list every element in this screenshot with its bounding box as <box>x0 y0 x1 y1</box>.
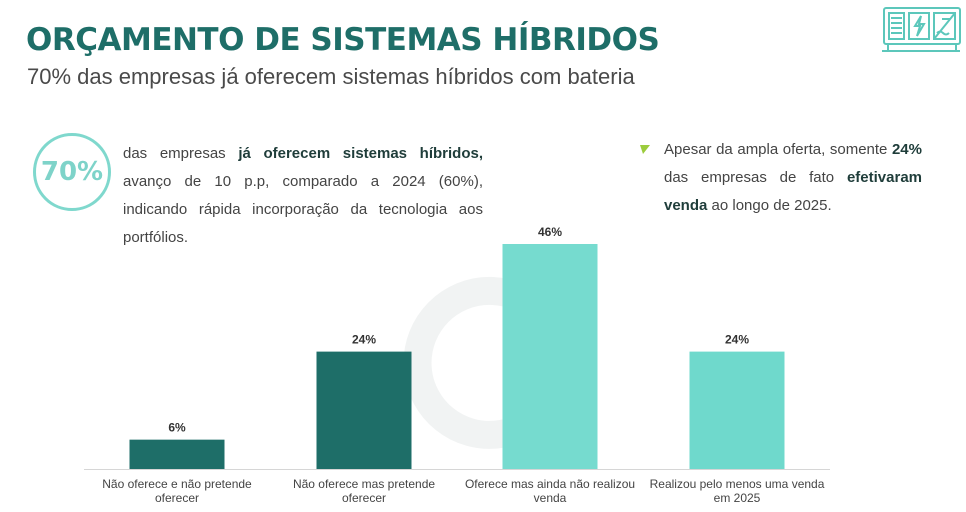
bar-1 <box>129 439 225 469</box>
data-label-2: 24% <box>352 333 376 347</box>
page-subtitle: 70% das empresas já oferecem sistemas hí… <box>27 64 635 89</box>
hybrid-system-icon <box>882 7 961 52</box>
category-label-2: Não oferece mas pretende oferecer <box>292 477 436 505</box>
bar-3 <box>502 244 598 469</box>
data-label-4: 24% <box>725 333 749 347</box>
data-label-3: 46% <box>538 225 562 239</box>
category-label-3: Oferece mas ainda não realizou venda <box>464 477 636 505</box>
data-label-1: 6% <box>168 421 186 435</box>
sales-note: Apesar da ampla oferta, somente 24% das … <box>664 141 922 214</box>
highlight-description: das empresas já oferecem sistemas híbrid… <box>123 145 483 246</box>
bar-4 <box>689 351 785 469</box>
category-label-4: Realizou pelo menos uma venda em 2025 <box>649 477 825 505</box>
category-label-1: Não oferece e não pretende oferecer <box>102 477 252 505</box>
page-title: ORÇAMENTO DE SISTEMAS HÍBRIDOS <box>26 22 660 58</box>
highlight-percentage-badge: 70% <box>33 133 111 211</box>
bar-2 <box>316 351 412 469</box>
triangle-bullet-icon <box>640 145 650 154</box>
